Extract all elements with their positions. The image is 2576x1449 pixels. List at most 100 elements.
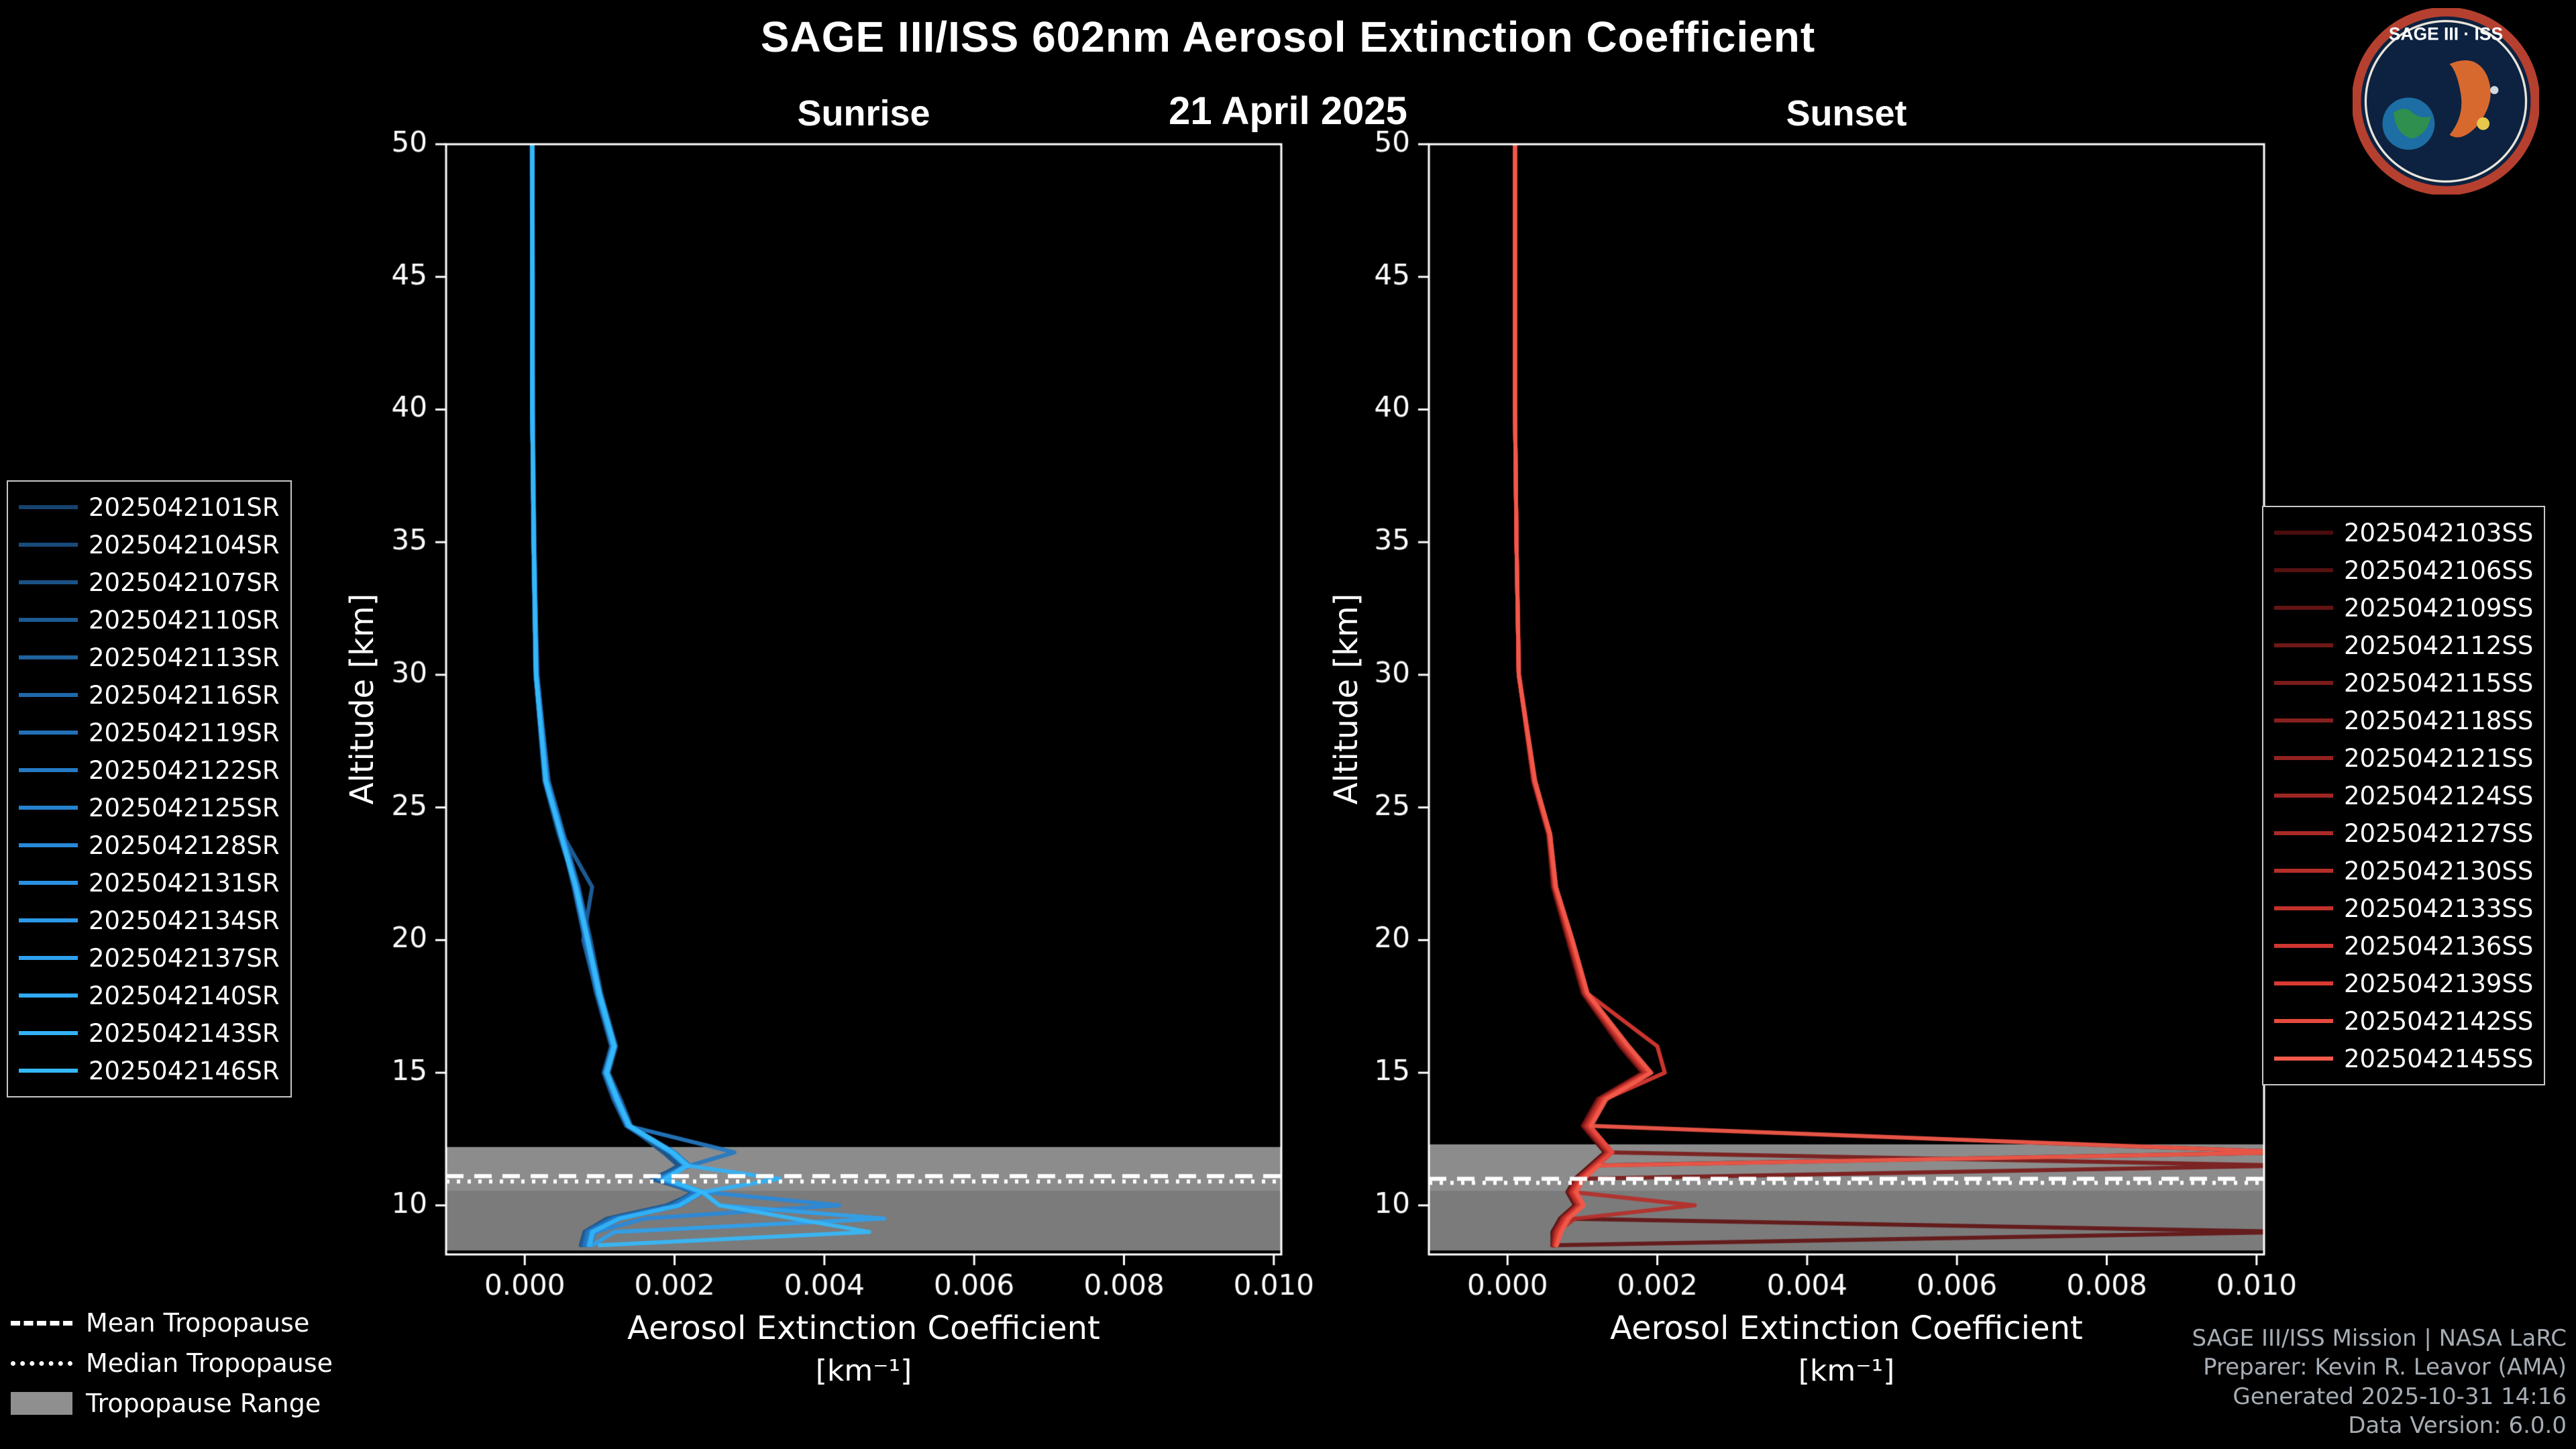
legend-item-label: 2025042119SR (89, 718, 280, 747)
legend-line-swatch (2274, 568, 2333, 572)
legend-item: 2025042128SR (19, 826, 280, 864)
legend-item-label: 2025042134SR (89, 906, 280, 935)
legend-item: 2025042130SS (2274, 852, 2533, 890)
legend-item: 2025042139SS (2274, 965, 2533, 1002)
legend-line-swatch (2274, 831, 2333, 835)
tropopause-range-legend-item: Tropopause Range (11, 1383, 333, 1424)
credit-mission: SAGE III/ISS Mission | NASA LaRC (2192, 1324, 2567, 1352)
legend-item: 2025042115SS (2274, 664, 2533, 702)
legend-item: 2025042104SR (19, 526, 280, 564)
legend-line-swatch (19, 918, 78, 922)
legend-item-label: 2025042107SR (89, 568, 280, 597)
legend-line-swatch (19, 881, 78, 885)
legend-item: 2025042121SS (2274, 739, 2533, 777)
sunset-x-axis-unit: [km⁻¹] (1798, 1354, 1895, 1388)
legend-item-label: 2025042139SS (2344, 969, 2534, 998)
logo-inner-ring (2364, 19, 2528, 183)
legend-item: 2025042131SR (19, 864, 280, 902)
sunset-y-axis-label: Altitude [km] (1328, 593, 1365, 805)
legend-line-swatch (2274, 718, 2333, 722)
legend-line-swatch (19, 994, 78, 998)
legend-line-swatch (2274, 981, 2333, 985)
legend-item: 2025042136SS (2274, 927, 2533, 965)
logo-earth-land (2394, 109, 2431, 139)
legend-line-swatch (19, 655, 78, 659)
sunrise-subtitle: Sunrise (797, 93, 930, 133)
sunrise-y-axis-label: Altitude [km] (343, 593, 381, 805)
legend-item-label: 2025042118SS (2344, 706, 2534, 735)
legend-item-label: 2025042146SR (89, 1056, 280, 1085)
legend-line-swatch (19, 956, 78, 960)
legend-line-swatch (19, 693, 78, 697)
legend-item: 2025042101SR (19, 488, 280, 526)
legend-line-swatch (2274, 906, 2333, 910)
legend-line-swatch (19, 843, 78, 847)
legend-item: 2025042109SS (2274, 589, 2533, 627)
legend-item-label: 2025042143SR (89, 1018, 280, 1048)
legend-item-label: 2025042133SS (2344, 894, 2534, 923)
legend-item: 2025042122SR (19, 751, 280, 789)
legend-item-label: 2025042116SR (89, 680, 280, 710)
sunrise-x-axis-unit: [km⁻¹] (815, 1354, 912, 1388)
legend-line-swatch (19, 1031, 78, 1035)
page-title: SAGE III/ISS 602nm Aerosol Extinction Co… (760, 13, 1816, 61)
legend-item: 2025042140SR (19, 977, 280, 1014)
credit-generated: Generated 2025-10-31 14:16 (2233, 1383, 2567, 1410)
logo-satellite-dot (2490, 86, 2499, 95)
tropopause-legend: Mean Tropopause Median Tropopause Tropop… (11, 1303, 333, 1424)
logo-outer-ring (2353, 8, 2539, 195)
legend-line-swatch (19, 543, 78, 547)
credit-data-version: Data Version: 6.0.0 (2348, 1412, 2567, 1440)
tropopause-range-label: Tropopause Range (86, 1389, 321, 1418)
mean-tropopause-legend-item: Mean Tropopause (11, 1303, 333, 1343)
legend-item-label: 2025042106SS (2344, 555, 2534, 585)
legend-item: 2025042133SS (2274, 890, 2533, 927)
legend-line-swatch (2274, 944, 2333, 948)
legend-item: 2025042134SR (19, 902, 280, 939)
legend-line-swatch (19, 731, 78, 735)
legend-item: 2025042118SS (2274, 702, 2533, 739)
legend-item-label: 2025042145SS (2344, 1044, 2534, 1073)
dashed-line-swatch (11, 1320, 72, 1326)
legend-line-swatch (2274, 1057, 2333, 1061)
legend-item: 2025042110SR (19, 601, 280, 639)
legend-item: 2025042146SR (19, 1052, 280, 1089)
legend-item-label: 2025042113SR (89, 643, 280, 672)
legend-line-swatch (2274, 869, 2333, 873)
legend-item-label: 2025042136SS (2344, 931, 2534, 961)
mean-tropopause-label: Mean Tropopause (86, 1308, 310, 1338)
legend-line-swatch (19, 768, 78, 772)
median-tropopause-legend-item: Median Tropopause (11, 1343, 333, 1383)
legend-item-label: 2025042122SR (89, 755, 280, 785)
legend-item-label: 2025042112SS (2344, 631, 2534, 660)
legend-line-swatch (19, 618, 78, 622)
legend-item-label: 2025042109SS (2344, 593, 2534, 623)
legend-line-swatch (2274, 606, 2333, 610)
legend-line-swatch (2274, 681, 2333, 685)
legend-item-label: 2025042127SS (2344, 818, 2534, 848)
legend-line-swatch (19, 580, 78, 584)
legend-item-label: 2025042142SS (2344, 1006, 2534, 1036)
legend-item: 2025042113SR (19, 639, 280, 676)
logo-title-text: SAGE III · ISS (2389, 23, 2503, 44)
legend-item-label: 2025042121SS (2344, 743, 2534, 773)
sunset-legend: 2025042103SS 2025042106SS 2025042109SS 2025… (2262, 506, 2546, 1085)
legend-item: 2025042106SS (2274, 551, 2533, 589)
legend-item-label: 2025042131SR (89, 868, 280, 898)
legend-item-label: 2025042115SS (2344, 668, 2534, 698)
date-label: 21 April 2025 (1169, 89, 1407, 133)
credits-block: SAGE III/ISS Mission | NASA LaRC Prepare… (2192, 1324, 2567, 1441)
legend-line-swatch (2274, 643, 2333, 647)
legend-line-swatch (2274, 756, 2333, 760)
legend-item-label: 2025042104SR (89, 530, 280, 559)
legend-item-label: 2025042124SS (2344, 781, 2534, 810)
logo-moon-dot (2477, 117, 2490, 130)
legend-line-swatch (2274, 794, 2333, 798)
legend-item: 2025042107SR (19, 564, 280, 601)
dotted-line-swatch (11, 1360, 72, 1366)
credit-preparer: Preparer: Kevin R. Leavor (AMA) (2203, 1354, 2567, 1381)
legend-item-label: 2025042125SR (89, 793, 280, 822)
sunset-x-axis-label: Aerosol Extinction Coefficient (1610, 1309, 2083, 1347)
legend-item: 2025042125SR (19, 789, 280, 826)
